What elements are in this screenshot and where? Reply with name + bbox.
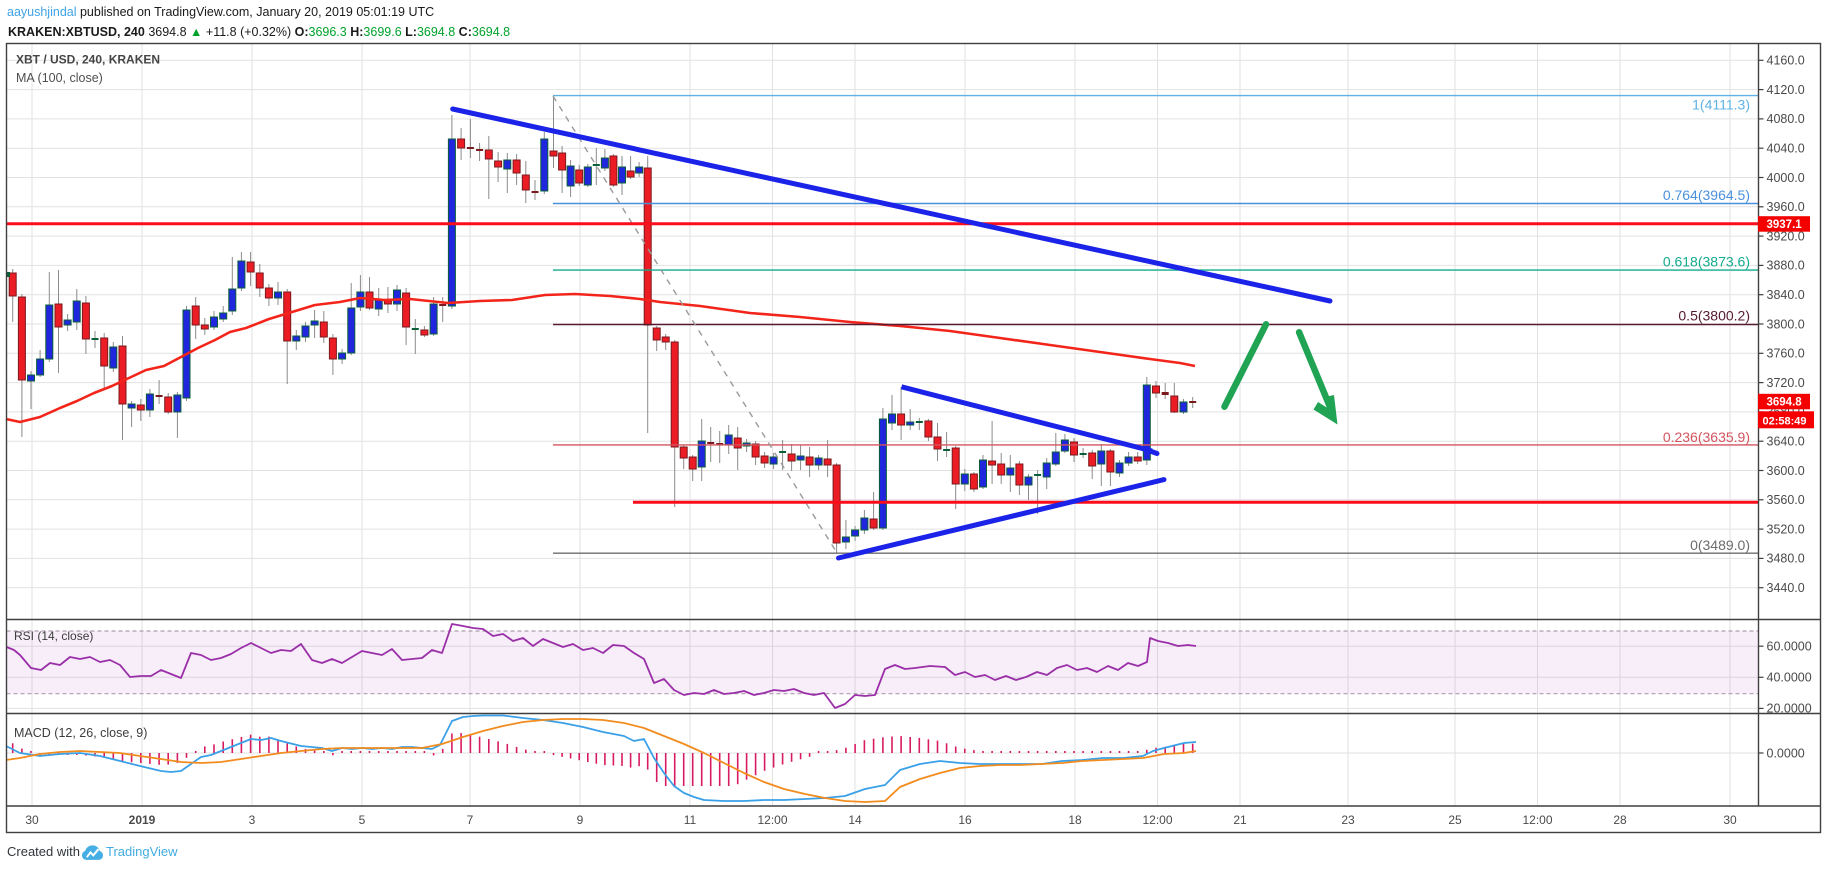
svg-text:1(4111.3): 1(4111.3) xyxy=(1692,97,1750,113)
svg-text:20.0000: 20.0000 xyxy=(1767,702,1812,716)
svg-text:3720.0: 3720.0 xyxy=(1767,376,1805,390)
svg-text:11: 11 xyxy=(684,813,697,827)
svg-text:MA (100, close): MA (100, close) xyxy=(16,71,103,85)
svg-text:3440.0: 3440.0 xyxy=(1767,581,1805,595)
svg-text:9: 9 xyxy=(577,813,584,827)
svg-text:0.236(3635.9): 0.236(3635.9) xyxy=(1663,429,1750,445)
svg-text:4040.0: 4040.0 xyxy=(1767,142,1805,156)
svg-text:0.764(3964.5): 0.764(3964.5) xyxy=(1663,187,1750,203)
svg-text:40.0000: 40.0000 xyxy=(1767,671,1812,685)
svg-text:3600.0: 3600.0 xyxy=(1767,464,1805,478)
svg-text:3694.8: 3694.8 xyxy=(1767,397,1803,409)
svg-text:14: 14 xyxy=(848,813,862,827)
svg-text:4120.0: 4120.0 xyxy=(1767,83,1805,97)
svg-text:3880.0: 3880.0 xyxy=(1767,259,1805,273)
svg-text:0.618(3873.6): 0.618(3873.6) xyxy=(1663,253,1750,269)
svg-text:3920.0: 3920.0 xyxy=(1767,229,1805,243)
svg-text:18: 18 xyxy=(1068,813,1082,827)
svg-text:60.0000: 60.0000 xyxy=(1767,640,1812,654)
svg-text:0.5(3800.2): 0.5(3800.2) xyxy=(1678,308,1750,324)
svg-text:2019: 2019 xyxy=(129,813,156,827)
svg-text:TradingView: TradingView xyxy=(106,844,178,859)
svg-text:12:00: 12:00 xyxy=(1522,813,1552,827)
svg-text:7: 7 xyxy=(467,813,474,827)
svg-text:3840.0: 3840.0 xyxy=(1767,288,1805,302)
svg-text:KRAKEN:XBTUSD, 240 3694.8 ▲ +1: KRAKEN:XBTUSD, 240 3694.8 ▲ +11.8 (+0.32… xyxy=(8,25,510,39)
svg-text:16: 16 xyxy=(958,813,972,827)
svg-text:Created with: Created with xyxy=(7,844,80,859)
svg-text:3760.0: 3760.0 xyxy=(1767,347,1805,361)
svg-text:aayushjindal published on Trad: aayushjindal published on TradingView.co… xyxy=(7,5,434,19)
svg-text:3960.0: 3960.0 xyxy=(1767,200,1805,214)
svg-text:3520.0: 3520.0 xyxy=(1767,522,1805,536)
svg-text:12:00: 12:00 xyxy=(1142,813,1172,827)
svg-text:0(3489.0): 0(3489.0) xyxy=(1690,537,1750,553)
svg-text:02:58:49: 02:58:49 xyxy=(1763,415,1807,427)
svg-text:4000.0: 4000.0 xyxy=(1767,171,1805,185)
svg-text:3640.0: 3640.0 xyxy=(1767,435,1805,449)
svg-text:12:00: 12:00 xyxy=(757,813,787,827)
svg-text:4080.0: 4080.0 xyxy=(1767,112,1805,126)
svg-text:30: 30 xyxy=(25,813,39,827)
svg-text:3800.0: 3800.0 xyxy=(1767,317,1805,331)
svg-text:MACD (12, 26, close, 9): MACD (12, 26, close, 9) xyxy=(14,726,147,740)
svg-text:3480.0: 3480.0 xyxy=(1767,552,1805,566)
svg-text:4160.0: 4160.0 xyxy=(1767,54,1805,68)
svg-text:3937.1: 3937.1 xyxy=(1767,219,1803,231)
svg-text:21: 21 xyxy=(1233,813,1247,827)
svg-text:5: 5 xyxy=(359,813,366,827)
svg-text:30: 30 xyxy=(1723,813,1737,827)
svg-text:RSI (14, close): RSI (14, close) xyxy=(14,629,93,643)
svg-text:XBT / USD, 240, KRAKEN: XBT / USD, 240, KRAKEN xyxy=(16,53,160,67)
svg-text:25: 25 xyxy=(1448,813,1462,827)
svg-text:0.0000: 0.0000 xyxy=(1767,746,1805,760)
svg-text:28: 28 xyxy=(1613,813,1627,827)
svg-text:3: 3 xyxy=(249,813,256,827)
svg-text:3560.0: 3560.0 xyxy=(1767,493,1805,507)
svg-text:23: 23 xyxy=(1341,813,1355,827)
